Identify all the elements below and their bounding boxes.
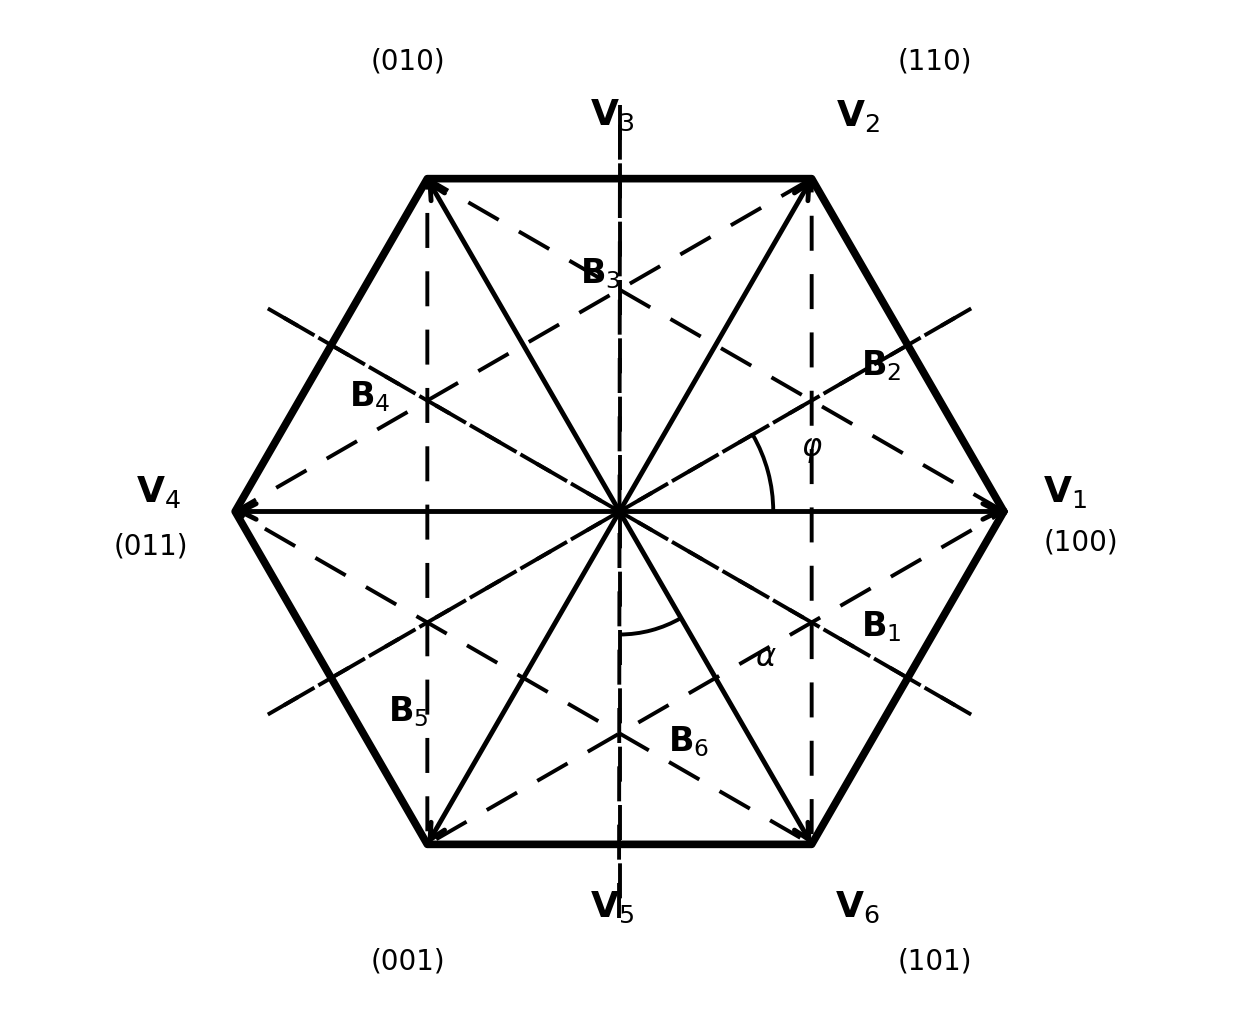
Text: $\mathbf{B}_{2}$: $\mathbf{B}_{2}$: [861, 348, 901, 383]
Text: $\mathbf{V}_{5}$: $\mathbf{V}_{5}$: [590, 890, 634, 925]
Text: $\mathbf{B}_{3}$: $\mathbf{B}_{3}$: [580, 256, 621, 291]
Text: $\mathbf{B}_{6}$: $\mathbf{B}_{6}$: [668, 724, 709, 759]
Text: $\varphi$: $\varphi$: [800, 436, 823, 464]
Text: $\mathbf{V}_{3}$: $\mathbf{V}_{3}$: [590, 98, 634, 133]
Text: (001): (001): [370, 947, 446, 975]
Text: (010): (010): [370, 48, 446, 76]
Text: (110): (110): [897, 48, 971, 76]
Text: (100): (100): [1043, 528, 1118, 557]
Text: (101): (101): [897, 947, 971, 975]
Text: $\mathbf{B}_{5}$: $\mathbf{B}_{5}$: [388, 694, 429, 728]
Text: $\alpha$: $\alpha$: [755, 643, 777, 672]
Text: $\mathbf{B}_{4}$: $\mathbf{B}_{4}$: [349, 379, 390, 413]
Text: (011): (011): [113, 532, 188, 560]
Text: $\mathbf{V}_{6}$: $\mathbf{V}_{6}$: [835, 890, 880, 925]
Text: $\mathbf{V}_{2}$: $\mathbf{V}_{2}$: [836, 97, 880, 134]
Text: $\mathbf{V}_{1}$: $\mathbf{V}_{1}$: [1043, 475, 1088, 510]
Text: $\mathbf{V}_{4}$: $\mathbf{V}_{4}$: [136, 475, 181, 510]
Text: $\mathbf{B}_{1}$: $\mathbf{B}_{1}$: [861, 610, 901, 644]
